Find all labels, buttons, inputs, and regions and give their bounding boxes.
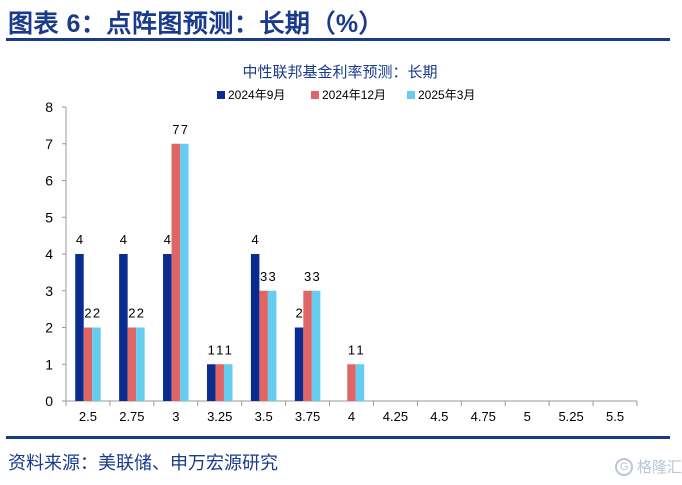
bar [163, 254, 172, 401]
bar [83, 327, 93, 401]
y-tick-label: 0 [45, 393, 53, 409]
bar [347, 364, 356, 401]
bar [75, 254, 84, 401]
bar-value-label: 1 [356, 342, 363, 357]
bar-value-label: 3 [312, 269, 319, 284]
figure-title: 图表 6：点阵图预测：长期（%） [8, 10, 385, 38]
x-tick-label: 3 [172, 409, 179, 424]
bar-value-label: 2 [84, 306, 91, 321]
y-tick-label: 4 [45, 246, 53, 262]
x-tick-label: 2.5 [79, 409, 97, 424]
bar-value-label: 2 [137, 306, 144, 321]
bar [180, 143, 189, 401]
bar [355, 364, 365, 401]
x-tick-label: 2.75 [119, 409, 144, 424]
y-tick-label: 2 [45, 320, 53, 336]
bar-value-label: 1 [208, 342, 215, 357]
y-tick-label: 8 [45, 99, 53, 115]
bar-value-label: 2 [295, 306, 302, 321]
x-tick-label: 5 [524, 409, 531, 424]
x-tick-label: 3.5 [255, 409, 273, 424]
bar-value-label: 1 [225, 342, 232, 357]
x-tick-label: 5.5 [606, 409, 624, 424]
bar [136, 327, 145, 401]
legend-label: 2025年3月 [418, 88, 475, 102]
y-tick-label: 5 [45, 209, 53, 225]
y-tick-label: 1 [45, 356, 53, 372]
legend-swatch [311, 91, 319, 99]
bar-value-label: 1 [216, 342, 223, 357]
bar-value-label: 3 [260, 269, 267, 284]
x-tick-label: 4.75 [471, 409, 496, 424]
bar [303, 290, 312, 401]
bar-value-label: 4 [252, 232, 259, 247]
watermark-text: 格隆汇 [636, 459, 682, 476]
bar-value-label: 4 [164, 232, 171, 247]
bar [206, 364, 216, 401]
watermark-logo-icon: G [614, 457, 633, 476]
bar [127, 327, 137, 401]
legend-swatch [217, 91, 225, 99]
y-tick-label: 6 [45, 173, 53, 189]
bar-value-label: 3 [269, 269, 276, 284]
bar-value-label: 7 [181, 122, 188, 137]
bar-value-label: 1 [348, 342, 355, 357]
bar [171, 143, 181, 401]
bar [267, 290, 277, 401]
figure-footer: 资料来源：美联储、申万宏源研究 [6, 436, 670, 473]
bar [259, 290, 268, 401]
watermark: G 格隆汇 [614, 456, 682, 477]
x-tick-label: 5.25 [558, 409, 583, 424]
figure-header: 图表 6：点阵图预测：长期（%） [6, 2, 670, 41]
bar [92, 327, 101, 401]
x-tick-label: 3.25 [207, 409, 232, 424]
bar-value-label: 3 [304, 269, 311, 284]
bar [119, 254, 128, 401]
bar [294, 327, 304, 401]
y-tick-label: 3 [45, 283, 53, 299]
bar-value-label: 4 [76, 232, 83, 247]
bar [311, 290, 321, 401]
bar-value-label: 4 [120, 232, 127, 247]
chart-title: 中性联邦基金利率预测：长期 [242, 64, 437, 81]
bar [223, 364, 233, 401]
legend-swatch [407, 91, 415, 99]
x-tick-label: 4.25 [383, 409, 408, 424]
y-tick-label: 7 [45, 136, 53, 152]
bar-value-label: 7 [172, 122, 179, 137]
x-tick-label: 4 [348, 409, 355, 424]
bar-value-label: 2 [93, 306, 100, 321]
legend-label: 2024年12月 [322, 88, 386, 102]
source-note: 资料来源：美联储、申万宏源研究 [8, 453, 278, 473]
bar [250, 254, 260, 401]
x-tick-label: 4.5 [430, 409, 448, 424]
bar [215, 364, 224, 401]
legend-label: 2024年9月 [228, 88, 285, 102]
x-tick-label: 3.75 [295, 409, 320, 424]
bar-value-label: 2 [128, 306, 135, 321]
